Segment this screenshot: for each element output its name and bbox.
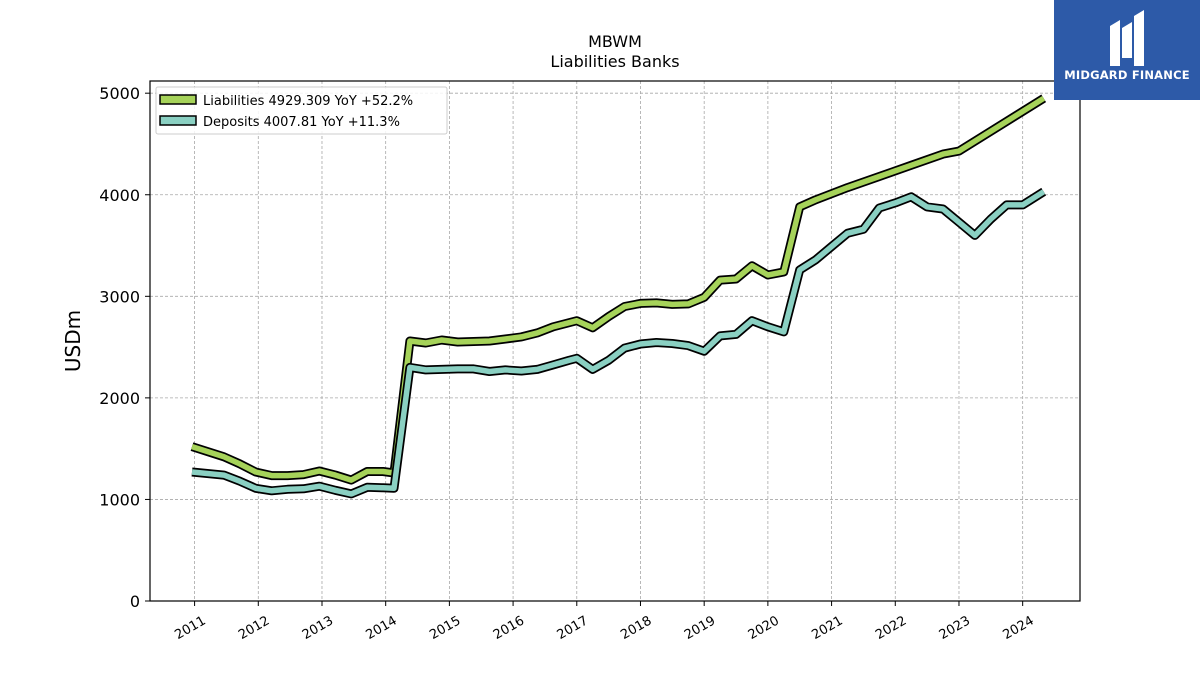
legend-label: Deposits 4007.81 YoY +11.3% (203, 115, 400, 130)
legend-swatch (159, 115, 197, 126)
x-tick-label: 2024 (1001, 613, 1037, 643)
x-tick-label: 2012 (236, 613, 272, 643)
legend-box (155, 86, 448, 135)
x-tick-label: 2014 (364, 613, 400, 643)
series-line-liabilities (191, 95, 1046, 483)
x-tick-label: 2020 (746, 613, 782, 643)
x-tick-label: 2023 (937, 613, 973, 643)
x-tick-label: 2011 (172, 613, 208, 643)
x-tick-label: 2022 (873, 613, 909, 643)
brand-logo: MIDGARD FINANCE (1054, 0, 1200, 100)
series-layer (190, 94, 1047, 499)
brand-logo-text: MIDGARD FINANCE (1064, 68, 1190, 82)
x-tick-label: 2019 (682, 613, 718, 643)
y-tick-label: 2000 (99, 389, 140, 408)
x-tick-label: 2015 (427, 613, 463, 643)
logo-mark-icon (1110, 10, 1144, 66)
x-tick-label: 2016 (491, 613, 527, 643)
chart-subtitle: Liabilities Banks (550, 52, 679, 71)
series-line-outline (190, 94, 1047, 485)
series-line-outline (191, 187, 1047, 499)
y-axis: 0 1000 2000 3000 4000 5000 (99, 84, 150, 611)
y-tick-label: 1000 (99, 490, 140, 509)
chart-title: MBWM (588, 32, 642, 51)
y-tick-label: 3000 (99, 287, 140, 306)
y-tick-label: 0 (130, 592, 140, 611)
x-tick-label: 2017 (555, 613, 591, 643)
series-line-deposits (191, 189, 1046, 497)
x-tick-label: 2018 (618, 613, 654, 643)
x-tick-label: 2013 (300, 613, 336, 643)
legend: Liabilities 4929.309 YoY +52.2% Deposits … (155, 86, 448, 135)
y-tick-label: 5000 (99, 84, 140, 103)
legend-label: Liabilities 4929.309 YoY +52.2% (203, 94, 413, 109)
y-tick-label: 4000 (99, 186, 140, 205)
legend-swatch (159, 94, 197, 105)
x-tick-label: 2021 (809, 613, 845, 643)
y-axis-label: USDm (61, 310, 85, 372)
plot-frame (149, 80, 1081, 602)
x-axis: 2011 2012 2013 2014 2015 2016 2017 2018 2019 2020… (172, 601, 1037, 643)
